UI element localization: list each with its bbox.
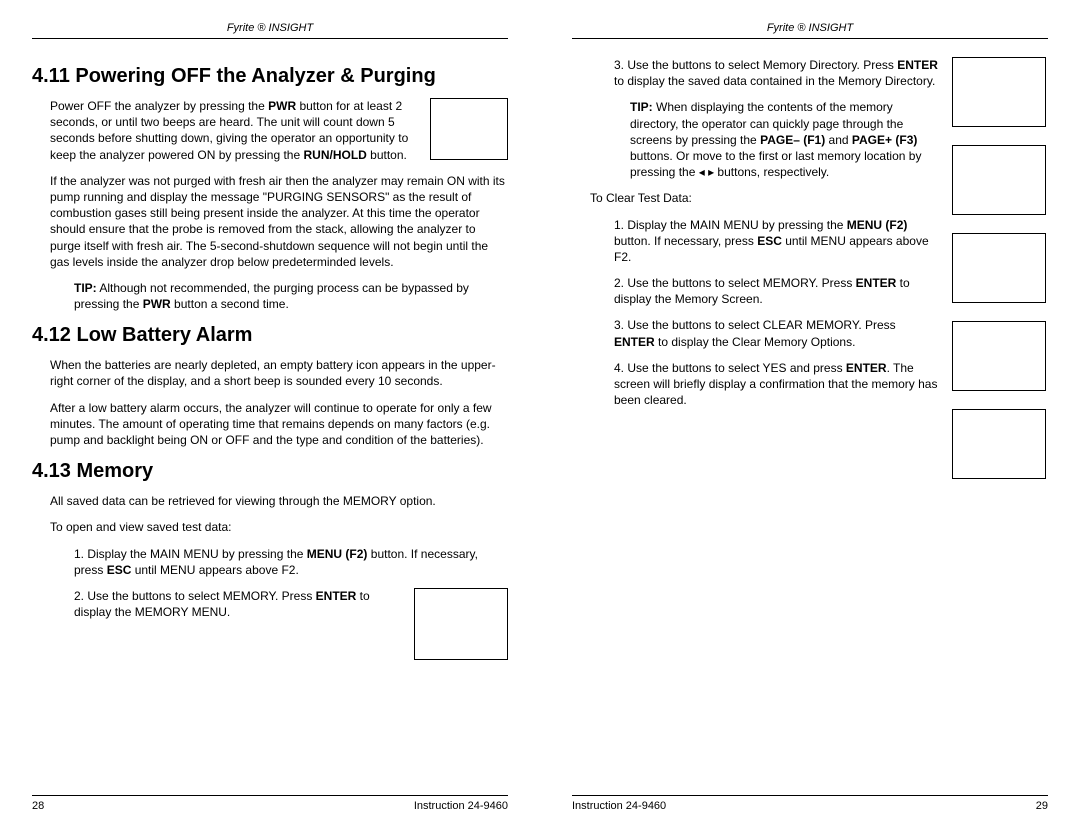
clear-step-3: 3. Use the buttons to select CLEAR MEMOR… (614, 317, 938, 349)
figure-box-411 (430, 98, 508, 160)
step-413-2: 2. Use the buttons to select MEMORY. Pre… (74, 588, 404, 620)
p-412-2: After a low battery alarm occurs, the an… (50, 400, 508, 449)
footer-right: Instruction 24-9460 29 (572, 795, 1048, 812)
figure-box-413 (414, 588, 508, 660)
figure-box-r2 (952, 145, 1046, 215)
clear-step-1: 1. Display the MAIN MENU by pressing the… (614, 217, 938, 266)
clear-step-2: 2. Use the buttons to select MEMORY. Pre… (614, 275, 938, 307)
p-413-1: All saved data can be retrieved for view… (50, 493, 508, 509)
figure-box-r4 (952, 321, 1046, 391)
p-413-2: To open and view saved test data: (50, 519, 508, 535)
right-figure-column (952, 57, 1048, 497)
figure-box-r3 (952, 233, 1046, 303)
instruction-id-right: Instruction 24-9460 (572, 800, 666, 812)
left-content: 4.11 Powering OFF the Analyzer & Purging… (32, 57, 508, 785)
tip-right: TIP: When displaying the contents of the… (630, 99, 938, 180)
page-right: Fyrite ® INSIGHT 3. Use the buttons to s… (540, 0, 1080, 834)
heading-413: 4.13 Memory (32, 458, 508, 485)
step-413-2-row: 2. Use the buttons to select MEMORY. Pre… (74, 588, 508, 660)
instruction-id-left: Instruction 24-9460 (414, 800, 508, 812)
page-header-right: Fyrite ® INSIGHT (572, 22, 1048, 39)
p-412-1: When the batteries are nearly depleted, … (50, 357, 508, 389)
step-r-3: 3. Use the buttons to select Memory Dire… (614, 57, 938, 89)
heading-411: 4.11 Powering OFF the Analyzer & Purging (32, 63, 508, 90)
figure-box-r5 (952, 409, 1046, 479)
page-number-left: 28 (32, 800, 44, 812)
clear-step-4: 4. Use the buttons to select YES and pre… (614, 360, 938, 409)
footer-left: 28 Instruction 24-9460 (32, 795, 508, 812)
page-number-right: 29 (1036, 800, 1048, 812)
figure-box-r1 (952, 57, 1046, 127)
p-411-2: If the analyzer was not purged with fres… (50, 173, 508, 270)
right-content: 3. Use the buttons to select Memory Dire… (572, 57, 1048, 785)
tip-411: TIP: Although not recommended, the purgi… (74, 280, 508, 312)
page-left: Fyrite ® INSIGHT 4.11 Powering OFF the A… (0, 0, 540, 834)
clear-heading: To Clear Test Data: (590, 190, 938, 206)
step-413-1: 1. Display the MAIN MENU by pressing the… (74, 546, 508, 578)
page-header-left: Fyrite ® INSIGHT (32, 22, 508, 39)
heading-412: 4.12 Low Battery Alarm (32, 322, 508, 349)
